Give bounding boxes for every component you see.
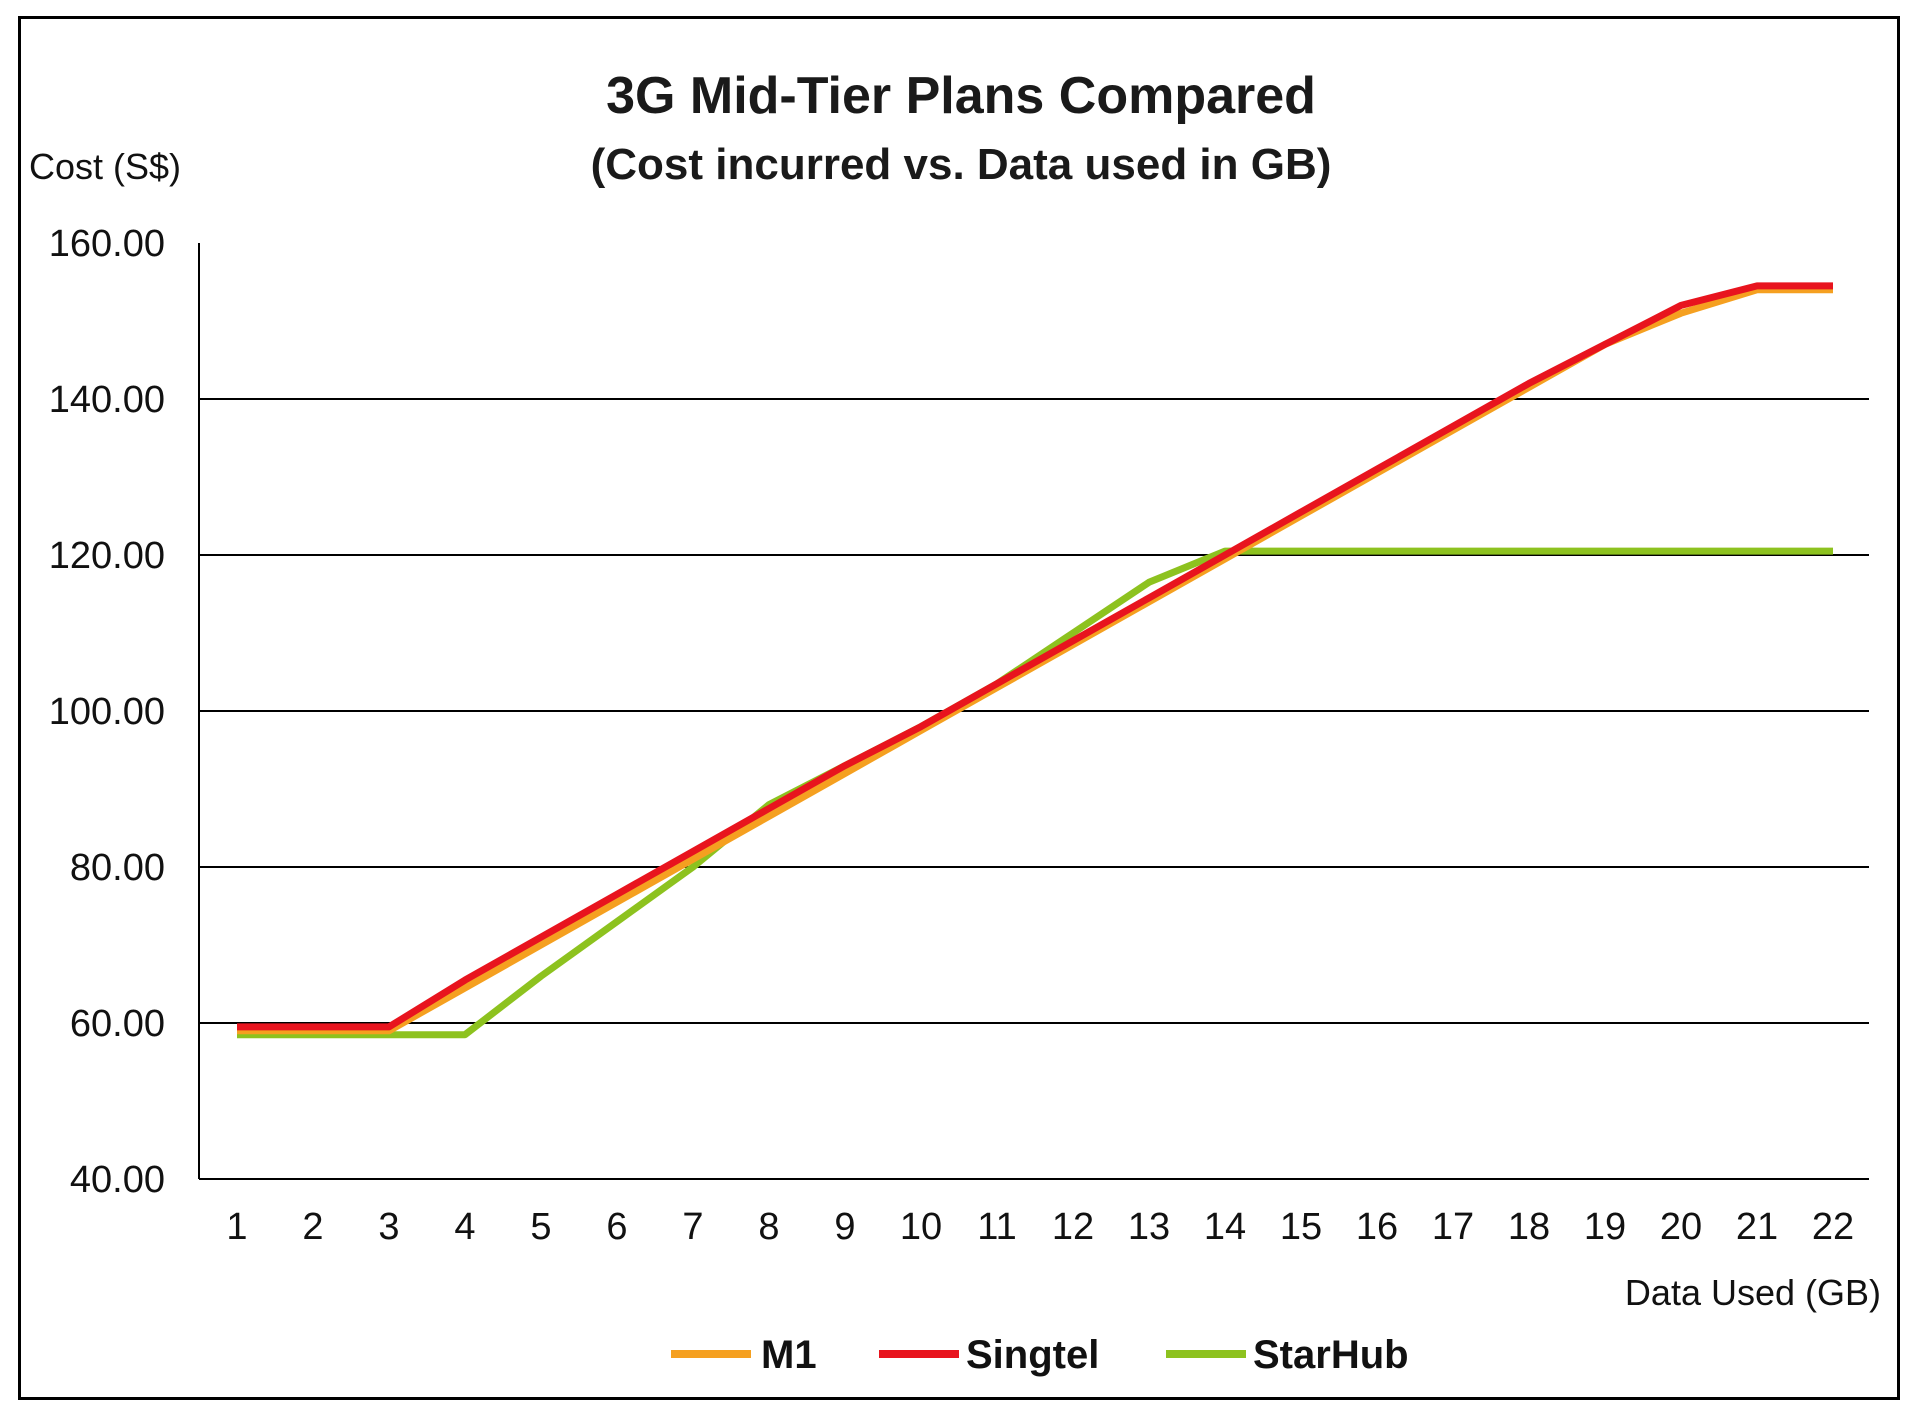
x-tick-label: 12: [1052, 1206, 1094, 1248]
x-tick-label: 20: [1660, 1206, 1702, 1248]
x-tick-label: 14: [1204, 1206, 1246, 1248]
chart-subtitle: (Cost incurred vs. Data used in GB): [591, 140, 1332, 189]
x-tick-label: 15: [1280, 1206, 1322, 1248]
series-line-starhub: [237, 547, 1833, 1039]
gridlines: [199, 398, 1869, 1024]
series-line-singtel: [237, 282, 1833, 1031]
x-axis-label: Data Used (GB): [1625, 1272, 1881, 1313]
x-tick-label: 22: [1812, 1206, 1854, 1248]
x-tick-label: 16: [1356, 1206, 1398, 1248]
y-axis-label: Cost (S$): [29, 146, 181, 187]
legend-label: StarHub: [1253, 1333, 1409, 1377]
line-chart: 3G Mid-Tier Plans Compared (Cost incurre…: [29, 67, 1881, 1377]
x-tick-labels: 1 2 3 4 5 6 7 8 9 10 11 12 13 14 15 16 17 18 19 20 21 22: [226, 1206, 1854, 1248]
y-tick-label: 120.00: [49, 535, 165, 577]
x-tick-label: 11: [977, 1206, 1016, 1248]
y-tick-label: 160.00: [49, 223, 165, 265]
x-tick-label: 17: [1432, 1206, 1474, 1248]
x-tick-label: 10: [900, 1206, 942, 1248]
x-tick-label: 4: [454, 1206, 475, 1248]
x-tick-label: 6: [606, 1206, 627, 1248]
legend-item-singtel: Singtel: [879, 1333, 1099, 1377]
legend-label: M1: [761, 1333, 817, 1377]
x-tick-label: 9: [834, 1206, 855, 1248]
y-tick-label: 140.00: [49, 379, 165, 421]
legend-item-starhub: StarHub: [1166, 1333, 1409, 1377]
chart-frame: 3G Mid-Tier Plans Compared (Cost incurre…: [18, 16, 1900, 1400]
y-tick-labels: 40.00 60.00 80.00 100.00 120.00 140.00 160.00: [49, 223, 165, 1201]
x-tick-label: 5: [530, 1206, 551, 1248]
x-tick-label: 21: [1736, 1206, 1778, 1248]
series-lines: [237, 282, 1833, 1039]
x-tick-label: 7: [682, 1206, 703, 1248]
y-tick-label: 60.00: [70, 1003, 165, 1045]
y-tick-label: 80.00: [70, 847, 165, 889]
x-tick-label: 19: [1584, 1206, 1626, 1248]
x-tick-label: 13: [1128, 1206, 1170, 1248]
x-tick-label: 8: [758, 1206, 779, 1248]
x-tick-label: 2: [302, 1206, 323, 1248]
x-tick-label: 1: [226, 1206, 247, 1248]
legend-label: Singtel: [966, 1333, 1099, 1377]
chart-title: 3G Mid-Tier Plans Compared: [606, 67, 1316, 125]
y-tick-label: 100.00: [49, 691, 165, 733]
legend: M1 Singtel StarHub: [671, 1333, 1409, 1377]
axes: [198, 243, 1869, 1180]
y-tick-label: 40.00: [70, 1159, 165, 1201]
legend-item-m1: M1: [671, 1333, 817, 1377]
x-tick-label: 18: [1508, 1206, 1550, 1248]
x-tick-label: 3: [378, 1206, 399, 1248]
